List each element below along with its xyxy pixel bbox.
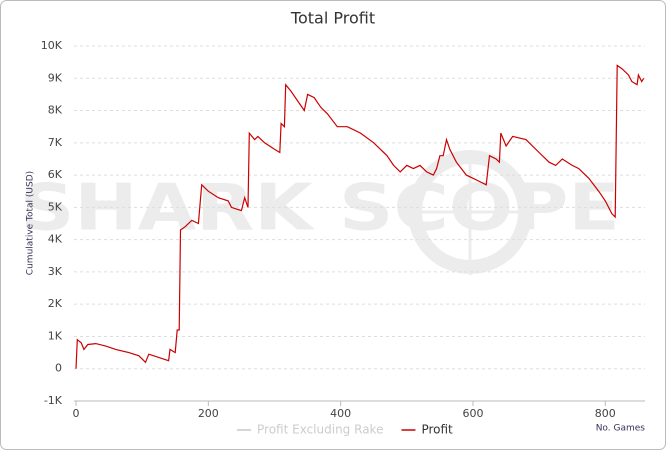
y-tick-label: -1K [44, 394, 63, 407]
chart-title: Total Profit [290, 9, 375, 28]
y-tick-label: 9K [48, 71, 63, 84]
y-tick-label: 5K [48, 200, 63, 213]
x-tick-label: 800 [595, 407, 616, 420]
y-tick-label: 10K [41, 39, 63, 52]
y-tick-label: 7K [48, 136, 63, 149]
y-tick-label: 3K [48, 265, 63, 278]
watermark-group: SHARK SCOPE [20, 150, 620, 275]
y-tick-label: 2K [48, 297, 63, 310]
y-tick-label: 4K [48, 233, 63, 246]
legend-label[interactable]: Profit Excluding Rake [257, 423, 383, 437]
x-axis-label: No. Games [596, 424, 646, 434]
x-tick-label: 200 [198, 407, 219, 420]
y-tick-label: 0 [55, 362, 62, 375]
x-tick-label: 400 [330, 407, 351, 420]
y-tick-label: 1K [48, 329, 63, 342]
y-axis-label: Cumulative Total (USD) [26, 171, 36, 275]
y-tick-label: 8K [48, 104, 63, 117]
profit-line [75, 64, 645, 369]
legend-label[interactable]: Profit [421, 423, 453, 437]
x-tick-label: 0 [73, 407, 80, 420]
y-tick-label: 6K [48, 168, 63, 181]
x-tick-label: 600 [462, 407, 483, 420]
